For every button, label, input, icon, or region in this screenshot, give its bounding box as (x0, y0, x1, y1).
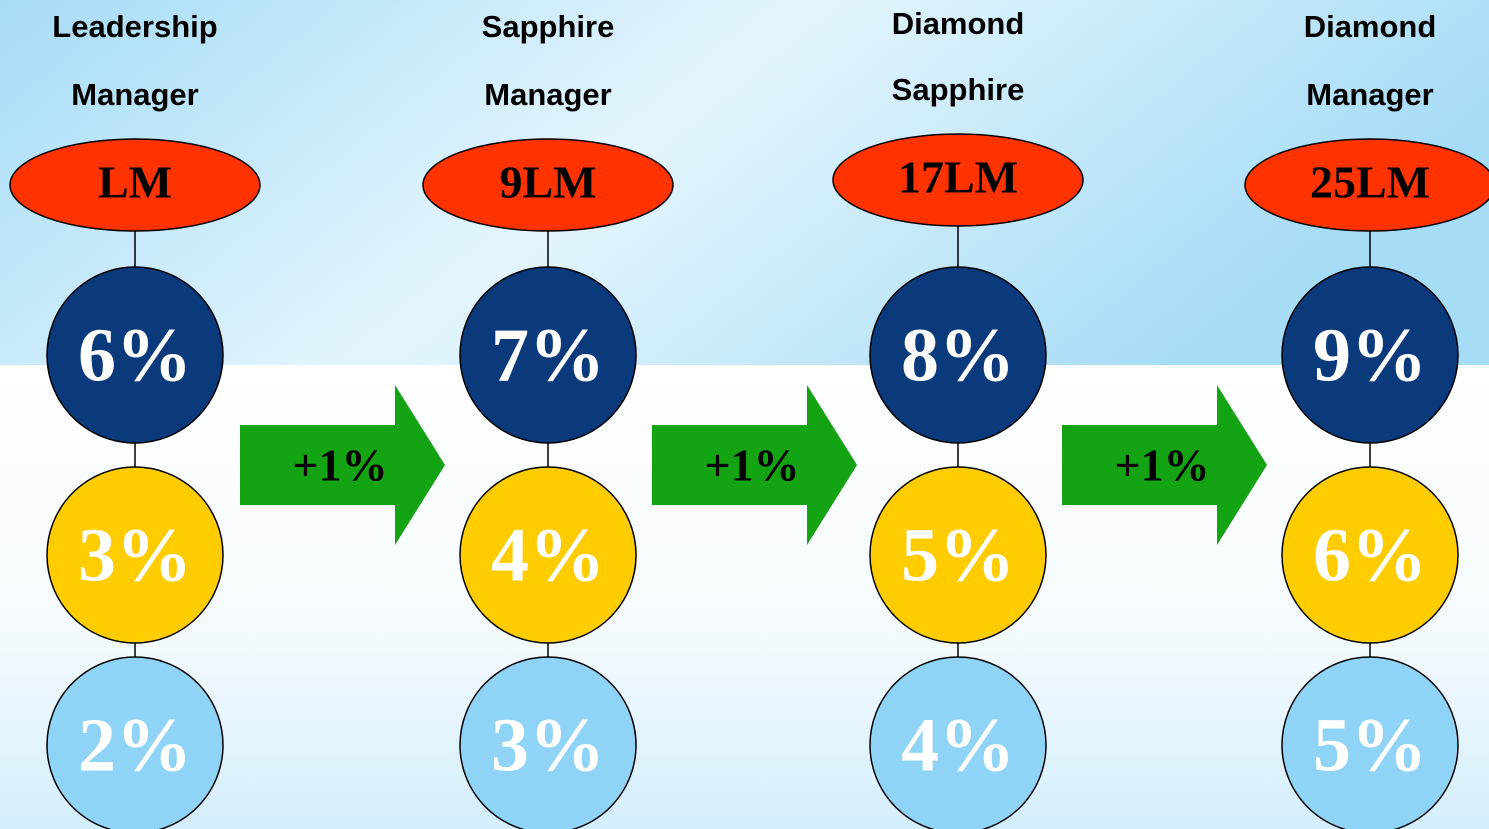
level-label: 4% (901, 703, 1015, 787)
level-label: 2% (78, 703, 192, 787)
rank-label: 25LM (1310, 157, 1430, 208)
level-circle (869, 466, 1047, 644)
arrow (240, 385, 445, 545)
rank-label: 9LM (499, 157, 596, 208)
column-title: Manager (484, 77, 611, 112)
level-circle (46, 266, 224, 444)
level-circle (1281, 466, 1459, 644)
arrow-label: +1% (704, 440, 799, 491)
column-title: Diamond (892, 6, 1025, 41)
level-circle (459, 266, 637, 444)
column-title: Manager (71, 77, 198, 112)
level-circle (459, 656, 637, 829)
level-circle (1281, 266, 1459, 444)
level-circle (869, 656, 1047, 829)
level-circle (46, 466, 224, 644)
level-label: 3% (78, 513, 192, 597)
arrow-label: +1% (292, 440, 387, 491)
rank-ellipse (1244, 138, 1489, 232)
level-circle (1281, 656, 1459, 829)
arrow-label: +1% (1114, 440, 1209, 491)
rank-ellipse (832, 133, 1084, 227)
rank-label: 17LM (898, 152, 1018, 203)
level-circle (869, 266, 1047, 444)
rank-label: LM (98, 157, 172, 208)
column-title: Leadership (52, 9, 217, 44)
level-label: 6% (1313, 513, 1427, 597)
level-circle (46, 656, 224, 829)
level-label: 9% (1313, 313, 1427, 397)
level-label: 5% (1313, 703, 1427, 787)
level-circle (459, 466, 637, 644)
arrow (652, 385, 857, 545)
level-label: 5% (901, 513, 1015, 597)
rank-ellipse (9, 138, 261, 232)
column-title: Manager (1306, 77, 1433, 112)
column-title: Sapphire (482, 9, 615, 44)
level-label: 6% (78, 313, 192, 397)
column-title: Diamond (1304, 9, 1437, 44)
arrow (1062, 385, 1267, 545)
level-label: 8% (901, 313, 1015, 397)
level-label: 7% (491, 313, 605, 397)
level-label: 4% (491, 513, 605, 597)
level-label: 3% (491, 703, 605, 787)
rank-ellipse (422, 138, 674, 232)
column-title: Sapphire (892, 72, 1025, 107)
